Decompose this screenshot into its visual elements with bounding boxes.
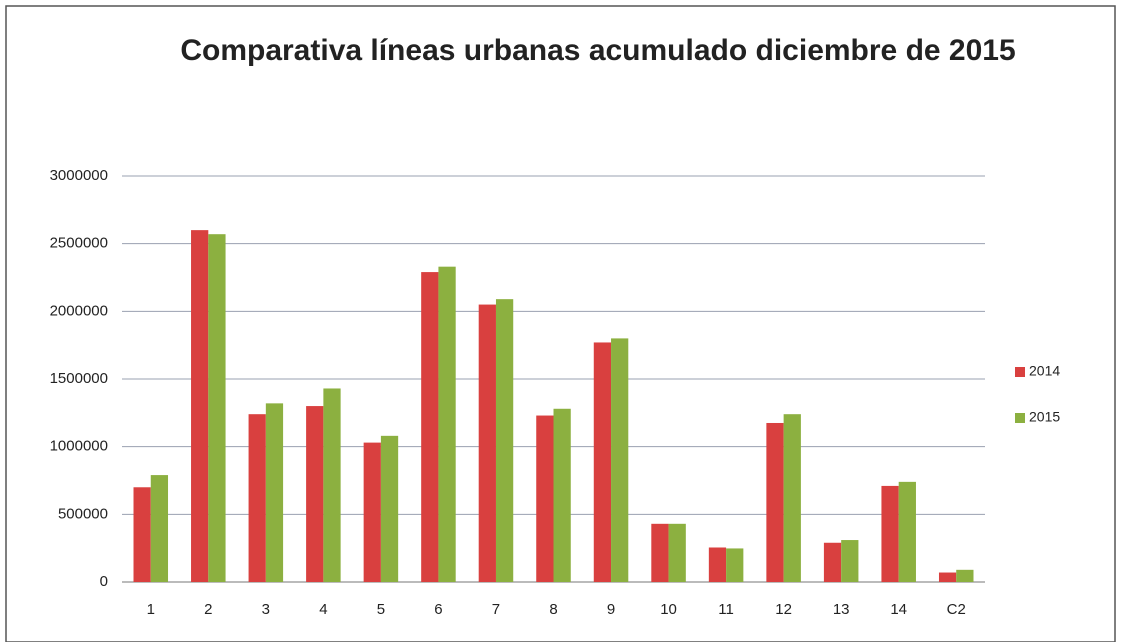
- y-tick-label: 0: [100, 573, 108, 590]
- bar: [265, 403, 284, 582]
- bar: [668, 523, 686, 582]
- x-tick-label: C2: [947, 601, 966, 618]
- bar: [823, 542, 842, 582]
- x-tick-label: 2: [204, 601, 212, 618]
- bar: [478, 304, 496, 582]
- bar: [553, 408, 571, 582]
- x-tick-label: 7: [492, 601, 500, 618]
- legend-swatch: [1015, 413, 1025, 423]
- bar: [133, 487, 151, 582]
- bar: [421, 272, 439, 582]
- bar: [881, 485, 899, 582]
- chart-title: Comparativa líneas urbanas acumulado dic…: [180, 34, 1015, 67]
- x-tick-label: 3: [262, 601, 270, 618]
- x-tick-label: 6: [434, 601, 442, 618]
- legend-label: 2015: [1029, 409, 1060, 425]
- bar: [380, 435, 399, 582]
- bar: [898, 481, 916, 582]
- x-tick-label: 13: [833, 601, 850, 618]
- bar: [363, 442, 381, 582]
- legend-label: 2014: [1029, 363, 1060, 379]
- y-tick-label: 1000000: [50, 438, 108, 455]
- x-tick-label: 9: [607, 601, 615, 618]
- bar: [708, 547, 727, 582]
- bar: [208, 234, 226, 582]
- y-tick-label: 3000000: [50, 167, 108, 184]
- bar: [783, 414, 801, 582]
- bar: [438, 266, 456, 582]
- bar: [495, 299, 514, 582]
- bar: [956, 569, 974, 582]
- legend-swatch: [1015, 367, 1025, 377]
- bar: [651, 523, 669, 582]
- x-tick-label: 10: [660, 601, 677, 618]
- x-tick-label: 1: [147, 601, 155, 618]
- y-tick-label: 500000: [58, 505, 108, 522]
- bar: [726, 548, 744, 582]
- x-tick-label: 4: [319, 601, 327, 618]
- y-tick-label: 1500000: [50, 370, 108, 387]
- bar: [150, 475, 169, 582]
- x-tick-label: 14: [890, 601, 907, 618]
- bar: [248, 414, 266, 582]
- bar: [536, 415, 554, 582]
- bar: [766, 422, 784, 582]
- bar: [191, 230, 209, 582]
- y-tick-label: 2000000: [50, 302, 108, 319]
- bar: [611, 338, 629, 582]
- bar: [593, 342, 612, 582]
- bar: [938, 572, 957, 582]
- bar: [841, 540, 859, 582]
- x-tick-label: 12: [775, 601, 792, 618]
- x-tick-label: 5: [377, 601, 385, 618]
- x-tick-label: 8: [549, 601, 557, 618]
- bar: [323, 388, 341, 582]
- bar: [306, 406, 324, 582]
- x-tick-label: 11: [718, 601, 734, 618]
- y-tick-label: 2500000: [50, 235, 108, 252]
